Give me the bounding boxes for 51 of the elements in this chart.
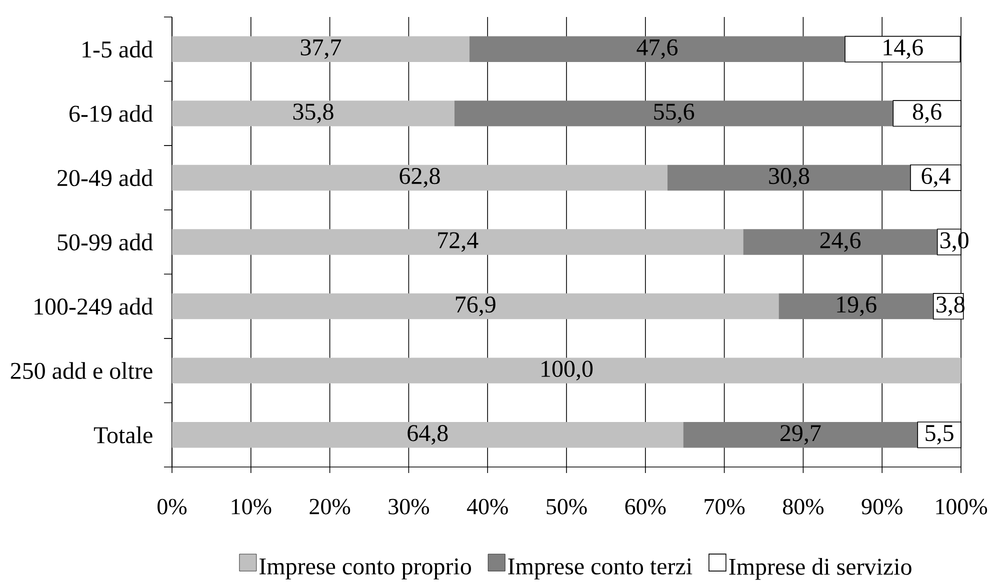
y-tick-label: 50-99 add xyxy=(58,234,153,250)
bar xyxy=(743,229,938,255)
bar xyxy=(454,100,894,126)
data-label: 76,9 xyxy=(456,296,496,316)
legend-label: Imprese di servizio xyxy=(729,558,912,580)
y-tick-label: 250 add e oltre xyxy=(10,362,152,380)
data-label: 30,8 xyxy=(769,168,810,188)
x-tick-label: 20% xyxy=(310,498,350,514)
x-tick-label: 80% xyxy=(783,498,824,514)
x-tick-label: 50% xyxy=(546,498,587,514)
y-tick-label: 1-5 add xyxy=(82,40,153,58)
x-tick-label: 70% xyxy=(704,498,745,514)
bar xyxy=(172,164,668,191)
data-label: 55,6 xyxy=(654,104,694,124)
bar xyxy=(172,36,470,62)
bar xyxy=(683,422,918,448)
data-label: 5,5 xyxy=(926,425,954,445)
x-tick-label: 10% xyxy=(232,498,272,514)
bar xyxy=(172,422,684,448)
bar xyxy=(172,358,962,384)
x-tick-label: 0% xyxy=(158,498,187,514)
bar xyxy=(172,100,454,126)
data-label: 64,8 xyxy=(408,425,448,445)
data-label: 24,6 xyxy=(820,232,861,252)
y-tick-label: 6-19 add xyxy=(70,104,153,122)
x-tick-label: 30% xyxy=(388,498,430,514)
data-label: 72,4 xyxy=(438,232,478,252)
data-label: 8,6 xyxy=(912,104,942,124)
bar xyxy=(667,164,911,191)
y-tick-label: Totale xyxy=(94,426,152,444)
bar xyxy=(469,36,846,62)
x-tick-label: 60% xyxy=(625,498,666,514)
x-tick-label: 40% xyxy=(466,498,508,514)
data-label: 47,6 xyxy=(636,39,678,59)
y-tick-label: 100-249 add xyxy=(34,298,153,315)
data-label: 100,0 xyxy=(542,360,593,380)
data-label: 6,4 xyxy=(922,168,950,188)
x-tick-label: 90% xyxy=(862,498,902,514)
data-label: 35,8 xyxy=(293,104,334,124)
data-label: 19,6 xyxy=(837,296,876,316)
legend-label: Imprese conto proprio xyxy=(259,558,471,580)
data-label: 37,7 xyxy=(300,39,342,59)
y-tick-label: 20-49 add xyxy=(58,169,153,186)
bar xyxy=(172,293,779,320)
data-label: 14,6 xyxy=(884,39,923,59)
bar xyxy=(778,293,934,320)
data-label: 29,7 xyxy=(780,425,821,445)
legend-label: Imprese conto terzi xyxy=(508,558,692,580)
bar xyxy=(172,229,744,255)
data-label: 62,8 xyxy=(400,168,440,188)
x-tick-label: 100% xyxy=(936,498,988,514)
